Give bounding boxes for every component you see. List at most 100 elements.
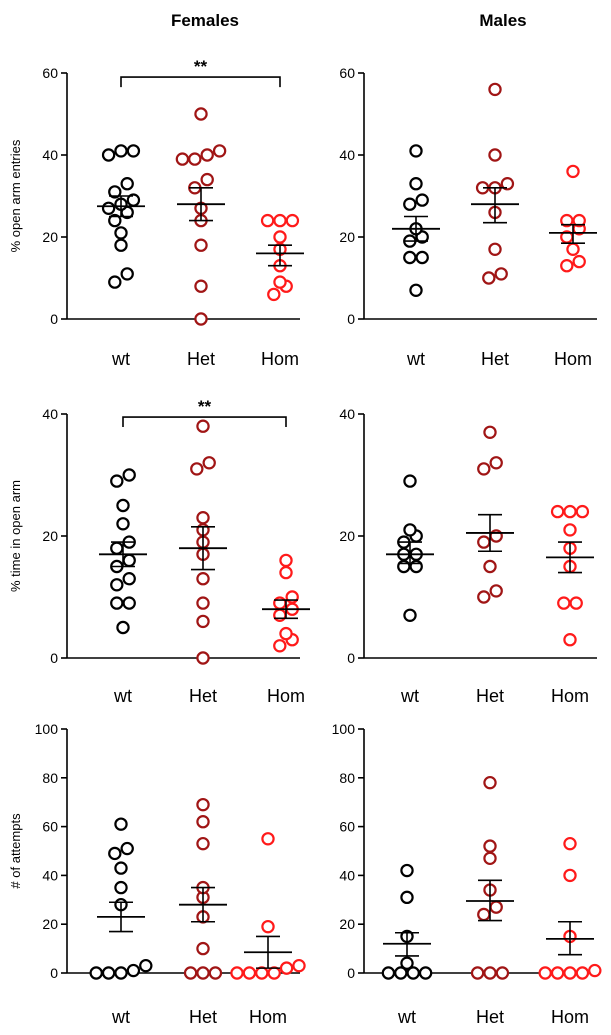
data-point [196, 651, 210, 665]
x-category-label: Het [476, 686, 504, 706]
data-point [202, 456, 216, 470]
data-point [483, 839, 497, 853]
data-point [175, 152, 190, 166]
series-Het [466, 775, 514, 980]
data-point [114, 238, 128, 252]
x-category-label: Het [476, 1007, 504, 1027]
data-point [108, 213, 122, 228]
x-category-label: wt [400, 686, 419, 706]
data-point [196, 419, 210, 433]
x-category-label: Hom [554, 349, 592, 369]
data-point [560, 259, 574, 273]
series-Het [175, 107, 227, 326]
series-Hom [549, 164, 597, 273]
series-Hom [538, 836, 602, 980]
data-point [403, 474, 417, 488]
data-point [114, 817, 128, 831]
data-point [403, 523, 417, 537]
data-point [196, 511, 210, 525]
x-category-label: wt [111, 349, 130, 369]
data-point [563, 633, 577, 647]
y-tick-label: 40 [339, 406, 355, 422]
y-tick-label: 0 [50, 311, 58, 327]
significance-bracket: ** [122, 397, 287, 428]
y-tick-label: 0 [50, 650, 58, 666]
y-axis-label: % time in open arm [8, 480, 23, 592]
data-point [483, 775, 497, 790]
data-point [563, 504, 577, 519]
data-point [550, 966, 565, 980]
data-point [489, 456, 503, 470]
data-point [114, 144, 128, 158]
data-point [116, 517, 130, 531]
data-point [409, 283, 423, 297]
data-point [279, 565, 293, 580]
data-point [477, 462, 491, 476]
y-tick-label: 40 [42, 147, 58, 163]
data-point [108, 185, 122, 199]
data-point [415, 250, 429, 265]
data-point [409, 144, 423, 158]
data-point [89, 966, 103, 980]
series-Hom [230, 832, 306, 980]
x-category-label: wt [406, 349, 425, 369]
x-category-label: Hom [267, 686, 305, 706]
panel-males-open-arm-entries: 0 20 40 60 wt Het Hom [339, 65, 597, 369]
data-point [208, 966, 223, 980]
data-point [292, 958, 306, 973]
data-point [190, 462, 204, 476]
y-tick-label: 60 [339, 819, 355, 835]
data-point [394, 966, 408, 980]
data-point [409, 176, 423, 191]
column-title-females: Females [171, 11, 239, 30]
y-tick-label: 20 [339, 528, 355, 544]
data-point [415, 193, 429, 207]
data-point [110, 541, 124, 555]
data-point [261, 832, 275, 846]
x-category-label: Het [187, 349, 215, 369]
column-title-males: Males [479, 11, 526, 30]
data-point [188, 152, 202, 166]
data-point [550, 504, 565, 519]
data-point [110, 596, 124, 610]
data-point [122, 468, 136, 482]
data-point [126, 144, 141, 158]
data-point [285, 213, 300, 228]
data-point [194, 279, 208, 293]
data-point [483, 851, 497, 866]
data-point [477, 907, 491, 922]
panel-females-time-in-open-arm: 0 20 40 % time in open arm wt Het Hom ** [8, 397, 310, 706]
data-point [120, 267, 134, 281]
data-point [255, 966, 269, 980]
data-point [230, 966, 244, 980]
data-point [260, 213, 275, 228]
data-point [397, 559, 411, 574]
bracket-line [120, 76, 281, 88]
x-category-label: wt [113, 686, 132, 706]
data-point [110, 474, 124, 488]
data-point [196, 614, 210, 629]
data-point [575, 966, 590, 980]
data-point [538, 966, 552, 980]
series-Het [471, 82, 519, 285]
data-point [400, 890, 414, 905]
data-point [101, 966, 116, 980]
data-point [381, 966, 396, 980]
data-point [183, 966, 198, 980]
data-point [200, 148, 214, 162]
series-wt [386, 474, 434, 623]
data-point [557, 596, 571, 610]
data-point [273, 213, 287, 228]
data-point [470, 966, 485, 980]
data-point [279, 553, 293, 568]
series-Hom [262, 553, 310, 653]
data-point [200, 172, 214, 187]
x-category-label: Hom [261, 349, 299, 369]
data-point [566, 242, 580, 256]
series-wt [392, 144, 440, 297]
data-point [563, 836, 577, 851]
panel-females-open-arm-entries: 0 20 40 60 % open arm entries wt Het Hom ** [8, 57, 304, 369]
data-point [403, 197, 417, 211]
data-point [122, 553, 136, 568]
data-point [563, 868, 577, 883]
